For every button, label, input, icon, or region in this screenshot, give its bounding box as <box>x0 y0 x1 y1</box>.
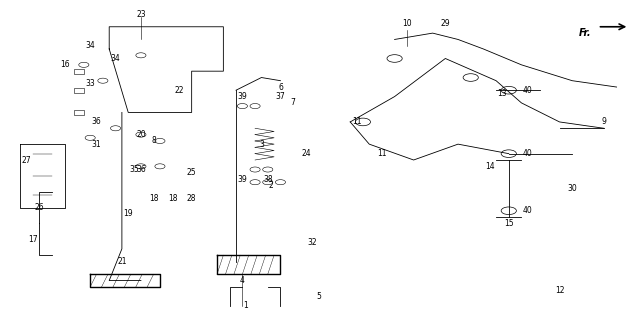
Text: 12: 12 <box>555 285 564 295</box>
Bar <box>75 69 84 74</box>
Text: 22: 22 <box>175 86 183 95</box>
Text: 23: 23 <box>136 10 146 19</box>
Text: 35: 35 <box>130 165 140 174</box>
Text: 30: 30 <box>568 184 577 193</box>
Text: 34: 34 <box>111 54 120 63</box>
Text: 4: 4 <box>240 276 245 285</box>
Text: 21: 21 <box>117 257 127 266</box>
Text: 20: 20 <box>136 130 146 139</box>
Text: 10: 10 <box>403 19 412 28</box>
Text: 29: 29 <box>441 19 450 28</box>
Text: 13: 13 <box>497 89 507 98</box>
Text: 11: 11 <box>352 117 361 126</box>
Text: 5: 5 <box>316 292 321 301</box>
Text: Fr.: Fr. <box>578 28 591 38</box>
Text: 31: 31 <box>92 140 101 148</box>
Text: 28: 28 <box>187 194 196 203</box>
Text: 2: 2 <box>269 181 273 190</box>
Text: 39: 39 <box>238 92 247 101</box>
Bar <box>75 110 84 115</box>
Text: 18: 18 <box>168 194 177 203</box>
Text: 25: 25 <box>187 168 196 177</box>
Text: 40: 40 <box>523 206 533 215</box>
Text: 27: 27 <box>22 156 32 164</box>
Bar <box>75 88 84 93</box>
Text: 36: 36 <box>136 165 146 174</box>
Text: 24: 24 <box>301 149 311 158</box>
Text: 6: 6 <box>278 83 283 92</box>
Text: 15: 15 <box>504 219 513 228</box>
Text: 16: 16 <box>60 60 69 69</box>
Text: 37: 37 <box>276 92 285 101</box>
Text: 11: 11 <box>377 149 387 158</box>
Text: 17: 17 <box>28 235 38 244</box>
Text: 38: 38 <box>263 174 273 184</box>
Text: 32: 32 <box>307 238 317 247</box>
Text: 7: 7 <box>290 99 296 108</box>
Text: 34: 34 <box>85 41 95 50</box>
Text: 3: 3 <box>259 140 264 148</box>
Text: 40: 40 <box>523 86 533 95</box>
Text: 26: 26 <box>34 203 44 212</box>
Text: 1: 1 <box>243 301 248 310</box>
Text: 40: 40 <box>523 149 533 158</box>
Text: 19: 19 <box>124 209 133 219</box>
Text: 9: 9 <box>601 117 606 126</box>
Text: 39: 39 <box>238 174 247 184</box>
Text: 36: 36 <box>92 117 101 126</box>
Text: 8: 8 <box>151 136 156 146</box>
Text: 14: 14 <box>485 162 494 171</box>
Text: 18: 18 <box>149 194 159 203</box>
Text: 33: 33 <box>85 79 95 88</box>
